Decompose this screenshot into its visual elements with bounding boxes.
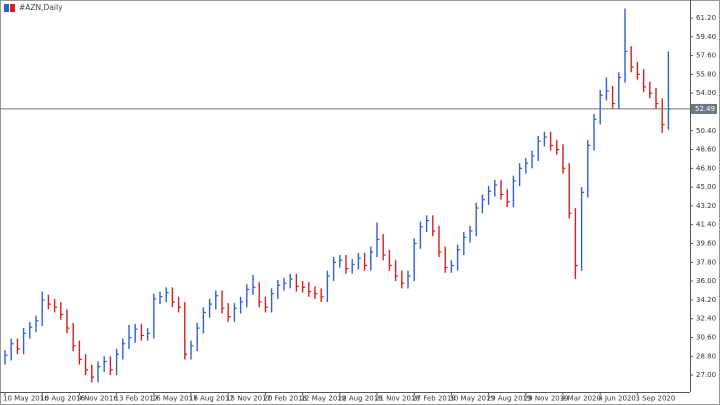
x-tick-label: 16 May 2017 bbox=[152, 395, 198, 403]
x-tick-label: 10 Aug 2016 bbox=[40, 395, 85, 403]
y-tick-label: 48.60 bbox=[696, 146, 716, 154]
y-tick-label: 36.00 bbox=[696, 277, 716, 285]
x-tick-label: 29 Nov 2019 bbox=[524, 395, 569, 403]
y-tick-label: 28.80 bbox=[696, 352, 716, 360]
y-tick-label: 39.60 bbox=[696, 240, 716, 248]
x-tick-label: 21 Nov 2018 bbox=[375, 395, 420, 403]
y-tick-label: 34.20 bbox=[696, 296, 716, 304]
x-tick-label: 22 May 2018 bbox=[301, 395, 347, 403]
x-tick-label: 16 Aug 2017 bbox=[189, 395, 234, 403]
x-tick-label: 9 Nov 2016 bbox=[77, 395, 118, 403]
x-tick-label: 30 May 2019 bbox=[449, 395, 495, 403]
y-tick-label: 30.60 bbox=[696, 333, 716, 341]
x-tick-label: 15 Nov 2017 bbox=[226, 395, 271, 403]
x-tick-label: 10 May 2016 bbox=[3, 395, 49, 403]
y-tick-label: 59.40 bbox=[696, 33, 716, 41]
x-tick-label: 3 Sep 2020 bbox=[635, 395, 675, 403]
y-tick-label: 43.20 bbox=[696, 202, 716, 210]
y-tick-label: 54.00 bbox=[696, 89, 716, 97]
x-tick-label: 4 Jun 2020 bbox=[598, 395, 636, 403]
y-tick-label: 45.00 bbox=[696, 183, 716, 191]
last-price-label: 52.49 bbox=[695, 105, 715, 113]
x-tick-label: 27 Feb 2019 bbox=[412, 395, 456, 403]
y-tick-label: 27.00 bbox=[696, 371, 716, 379]
y-tick-label: 55.80 bbox=[696, 70, 716, 78]
x-tick-label: 20 Feb 2018 bbox=[263, 395, 307, 403]
x-tick-label: 4 Mar 2020 bbox=[561, 395, 601, 403]
x-tick-label: 29 Aug 2019 bbox=[487, 395, 532, 403]
x-tick-label: 13 Feb 2017 bbox=[115, 395, 159, 403]
last-price-box bbox=[691, 103, 717, 114]
y-tick-label: 61.20 bbox=[696, 14, 716, 22]
y-tick-label: 57.60 bbox=[696, 52, 716, 60]
y-tick-label: 41.40 bbox=[696, 221, 716, 229]
x-tick-label: 22 Aug 2018 bbox=[338, 395, 383, 403]
y-tick-label: 50.40 bbox=[696, 127, 716, 135]
y-tick-label: 32.40 bbox=[696, 315, 716, 323]
symbol-icon bbox=[4, 4, 15, 12]
chart-title: #AZN,Daily bbox=[19, 3, 63, 12]
y-tick-label: 37.80 bbox=[696, 258, 716, 266]
y-tick-label: 46.80 bbox=[696, 164, 716, 172]
